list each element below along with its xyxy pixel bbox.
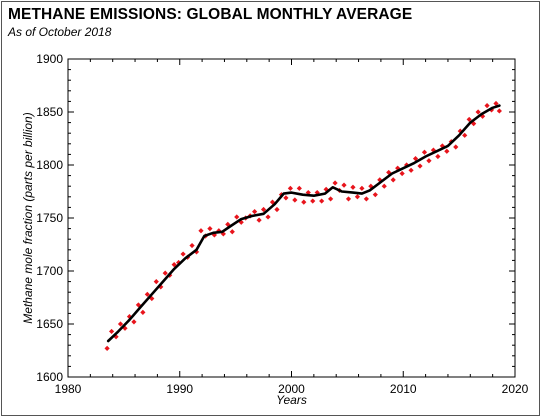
- monthly-point: [296, 185, 302, 191]
- y-tick-label: 1800: [36, 158, 63, 172]
- monthly-point: [471, 121, 477, 127]
- monthly-point: [390, 177, 396, 183]
- monthly-point: [466, 116, 472, 123]
- monthly-point: [113, 334, 119, 340]
- monthly-point: [319, 198, 325, 204]
- y-axis-label: Methane mole fraction (parts per billion…: [21, 112, 35, 323]
- monthly-point: [435, 153, 441, 160]
- monthly-point: [439, 143, 445, 149]
- monthly-point: [359, 185, 365, 191]
- monthly-point: [381, 183, 387, 189]
- chart-title: METHANE EMISSIONS: GLOBAL MONTHLY AVERAG…: [8, 6, 413, 23]
- monthly-point: [144, 291, 150, 297]
- monthly-point: [363, 196, 369, 202]
- x-axis-label: Years: [276, 393, 307, 407]
- chart-subtitle: As of October 2018: [8, 25, 112, 39]
- monthly-point: [412, 156, 419, 162]
- trend-line: [106, 104, 501, 343]
- x-tick-label: 1980: [55, 382, 82, 396]
- monthly-point: [126, 313, 133, 320]
- y-tick-label: 1600: [36, 370, 63, 384]
- monthly-point: [475, 109, 481, 115]
- y-tick-label: 1650: [36, 317, 63, 331]
- monthly-point: [408, 167, 414, 173]
- monthly-point: [158, 284, 164, 290]
- monthly-point: [462, 132, 468, 138]
- monthly-point: [117, 321, 124, 327]
- monthly-point: [207, 226, 213, 232]
- monthly-point: [162, 270, 168, 276]
- monthly-point: [399, 170, 405, 177]
- x-tick-label: 1990: [166, 382, 193, 396]
- monthly-point: [260, 206, 267, 213]
- monthly-point: [180, 251, 186, 257]
- y-tick-label: 1700: [36, 264, 63, 278]
- monthly-point: [305, 189, 311, 196]
- monthly-point: [252, 209, 258, 215]
- monthly-point: [417, 163, 423, 169]
- monthly-point: [345, 196, 352, 202]
- monthly-point: [484, 103, 490, 109]
- y-tick-label: 1900: [36, 52, 63, 66]
- plot-area: 1980 1990 2000 2010 2020 1600 1650 1700 1750 1800…: [36, 52, 528, 396]
- monthly-point: [310, 198, 316, 204]
- monthly-point: [404, 162, 410, 168]
- monthly-point: [131, 319, 137, 325]
- monthly-point: [265, 214, 271, 220]
- monthly-point: [479, 113, 486, 119]
- monthly-point: [350, 184, 356, 190]
- monthly-point: [453, 144, 459, 150]
- monthly-point: [256, 217, 262, 223]
- monthly-point: [426, 158, 432, 164]
- monthly-point: [395, 165, 401, 171]
- monthly-point: [421, 149, 428, 155]
- monthly-point: [444, 148, 450, 154]
- monthly-point: [104, 345, 110, 351]
- monthly-point: [430, 147, 437, 153]
- monthly-point: [372, 192, 378, 198]
- monthly-point: [368, 183, 374, 189]
- monthly-point: [332, 180, 338, 186]
- monthly-point: [354, 194, 361, 200]
- monthly-point: [234, 214, 240, 220]
- monthly-point: [176, 259, 182, 266]
- monthly-point: [274, 206, 280, 213]
- monthly-point: [377, 177, 383, 183]
- y-tick-label: 1850: [36, 105, 63, 119]
- monthly-point: [198, 228, 204, 234]
- monthly-point: [287, 185, 293, 191]
- monthly-point: [292, 197, 298, 203]
- monthly-point: [328, 196, 334, 202]
- monthly-point: [108, 328, 115, 335]
- monthly-point: [493, 100, 499, 107]
- monthly-point: [301, 199, 307, 205]
- monthly-point: [153, 279, 159, 285]
- x-tick-label: 2000: [278, 382, 305, 396]
- monthly-point: [496, 108, 502, 114]
- monthly-point: [229, 229, 235, 235]
- x-tick-label: 2010: [390, 382, 417, 396]
- monthly-point: [341, 182, 347, 188]
- monthly-point: [140, 309, 146, 315]
- monthly-point: [323, 186, 329, 192]
- x-tick-label: 2020: [502, 382, 529, 396]
- monthly-point: [189, 242, 195, 249]
- plot-border: [67, 58, 516, 378]
- monthly-point: [386, 169, 392, 176]
- monthly-point: [283, 195, 289, 201]
- y-tick-label: 1750: [36, 211, 63, 225]
